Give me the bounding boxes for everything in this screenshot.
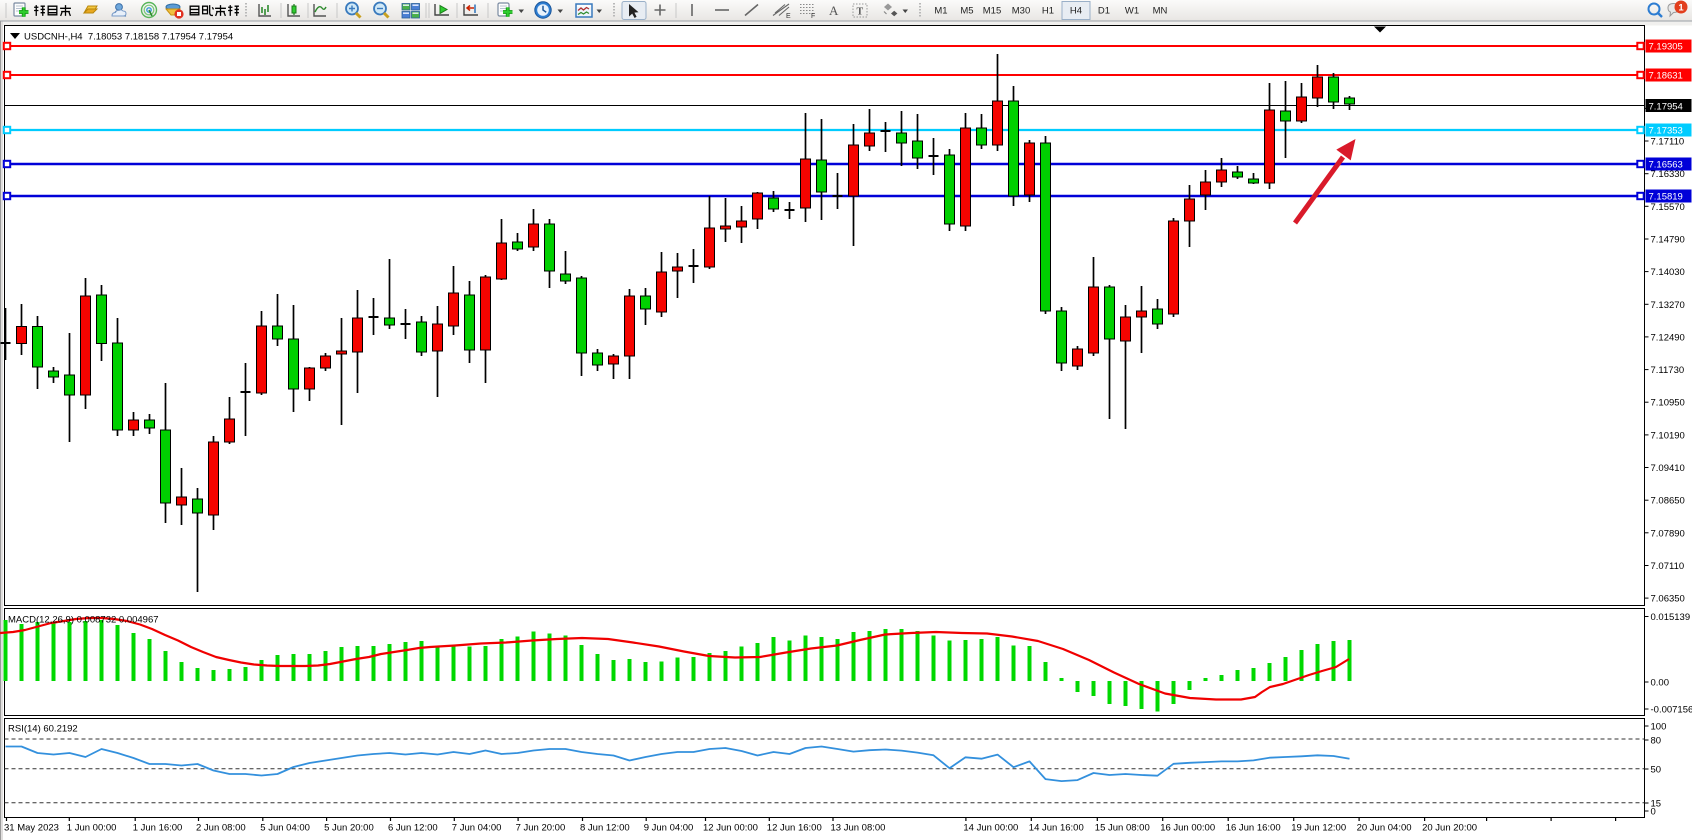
svg-text:1 Jun 16:00: 1 Jun 16:00 xyxy=(133,823,183,834)
svg-text:H1: H1 xyxy=(1042,6,1054,17)
svg-text:M1: M1 xyxy=(934,6,947,17)
svg-text:7.14030: 7.14030 xyxy=(1651,267,1685,278)
svg-text:F: F xyxy=(811,13,815,20)
svg-text:16 Jun 00:00: 16 Jun 00:00 xyxy=(1160,823,1215,834)
svg-text:1 Jun 00:00: 1 Jun 00:00 xyxy=(67,823,117,834)
svg-text:7.16563: 7.16563 xyxy=(1649,160,1683,171)
svg-text:7.17353: 7.17353 xyxy=(1649,126,1683,137)
svg-text:7.14790: 7.14790 xyxy=(1651,235,1685,246)
svg-text:MACD(12,26,9) 0.008732 0.00496: MACD(12,26,9) 0.008732 0.004967 xyxy=(8,615,159,626)
svg-text:RSI(14) 60.2192: RSI(14) 60.2192 xyxy=(8,724,78,735)
svg-text:14 Jun 00:00: 14 Jun 00:00 xyxy=(963,823,1018,834)
svg-text:H4: H4 xyxy=(1070,6,1082,17)
svg-text:M5: M5 xyxy=(960,6,973,17)
svg-text:2 Jun 08:00: 2 Jun 08:00 xyxy=(196,823,246,834)
svg-text:7.07110: 7.07110 xyxy=(1651,561,1685,572)
svg-text:7.13270: 7.13270 xyxy=(1651,300,1685,311)
svg-text:1: 1 xyxy=(1678,3,1684,14)
svg-text:7.15570: 7.15570 xyxy=(1651,202,1685,213)
svg-text:0.015139: 0.015139 xyxy=(1651,612,1691,623)
svg-text:7.19305: 7.19305 xyxy=(1649,42,1683,53)
svg-text:50: 50 xyxy=(1651,765,1662,776)
svg-text:20 Jun 20:00: 20 Jun 20:00 xyxy=(1422,823,1477,834)
svg-text:E: E xyxy=(786,13,791,20)
svg-text:USDCNH-,H4 7.18053 7.18158 7.: USDCNH-,H4 7.18053 7.18158 7.17954 7.179… xyxy=(24,32,233,43)
svg-text:7.16330: 7.16330 xyxy=(1651,169,1685,180)
svg-text:MN: MN xyxy=(1153,6,1168,17)
svg-text:7 Jun 04:00: 7 Jun 04:00 xyxy=(452,823,502,834)
svg-text:A: A xyxy=(829,3,839,18)
svg-text:14 Jun 16:00: 14 Jun 16:00 xyxy=(1029,823,1084,834)
svg-text:7.11730: 7.11730 xyxy=(1651,365,1685,376)
svg-text:7.17954: 7.17954 xyxy=(1649,102,1683,113)
svg-text:20 Jun 04:00: 20 Jun 04:00 xyxy=(1357,823,1412,834)
svg-text:7.15819: 7.15819 xyxy=(1649,192,1683,203)
svg-text:7.06350: 7.06350 xyxy=(1651,594,1685,605)
svg-text:5 Jun 20:00: 5 Jun 20:00 xyxy=(324,823,374,834)
svg-text:15: 15 xyxy=(1651,799,1662,810)
svg-text:D1: D1 xyxy=(1098,6,1110,17)
svg-text:5 Jun 04:00: 5 Jun 04:00 xyxy=(260,823,310,834)
svg-text:7.07890: 7.07890 xyxy=(1651,528,1685,539)
svg-text:6 Jun 12:00: 6 Jun 12:00 xyxy=(388,823,438,834)
svg-text:13 Jun 08:00: 13 Jun 08:00 xyxy=(831,823,886,834)
svg-text:0: 0 xyxy=(1651,807,1656,818)
svg-text:M15: M15 xyxy=(983,6,1001,17)
svg-text:M30: M30 xyxy=(1012,6,1030,17)
svg-text:8 Jun 12:00: 8 Jun 12:00 xyxy=(580,823,630,834)
svg-text:7.18631: 7.18631 xyxy=(1649,71,1683,82)
svg-text:100: 100 xyxy=(1651,722,1667,733)
svg-text:7.12490: 7.12490 xyxy=(1651,332,1685,343)
svg-text:31 May 2023: 31 May 2023 xyxy=(4,823,59,834)
svg-text:15 Jun 08:00: 15 Jun 08:00 xyxy=(1095,823,1150,834)
svg-text:T: T xyxy=(857,7,864,18)
svg-text:0.00: 0.00 xyxy=(1651,678,1670,689)
svg-text:9 Jun 04:00: 9 Jun 04:00 xyxy=(644,823,694,834)
svg-text:7.17110: 7.17110 xyxy=(1651,137,1685,148)
svg-text:80: 80 xyxy=(1651,736,1662,747)
svg-text:7.10950: 7.10950 xyxy=(1651,398,1685,409)
svg-text:12 Jun 16:00: 12 Jun 16:00 xyxy=(767,823,822,834)
svg-text:7.10190: 7.10190 xyxy=(1651,430,1685,441)
svg-text:-0.007156: -0.007156 xyxy=(1651,705,1692,716)
svg-text:7 Jun 20:00: 7 Jun 20:00 xyxy=(516,823,566,834)
svg-text:19 Jun 12:00: 19 Jun 12:00 xyxy=(1291,823,1346,834)
svg-text:16 Jun 16:00: 16 Jun 16:00 xyxy=(1226,823,1281,834)
svg-text:12 Jun 00:00: 12 Jun 00:00 xyxy=(703,823,758,834)
svg-text:7.08650: 7.08650 xyxy=(1651,496,1685,507)
svg-text:7.09410: 7.09410 xyxy=(1651,463,1685,474)
svg-text:W1: W1 xyxy=(1125,6,1139,17)
